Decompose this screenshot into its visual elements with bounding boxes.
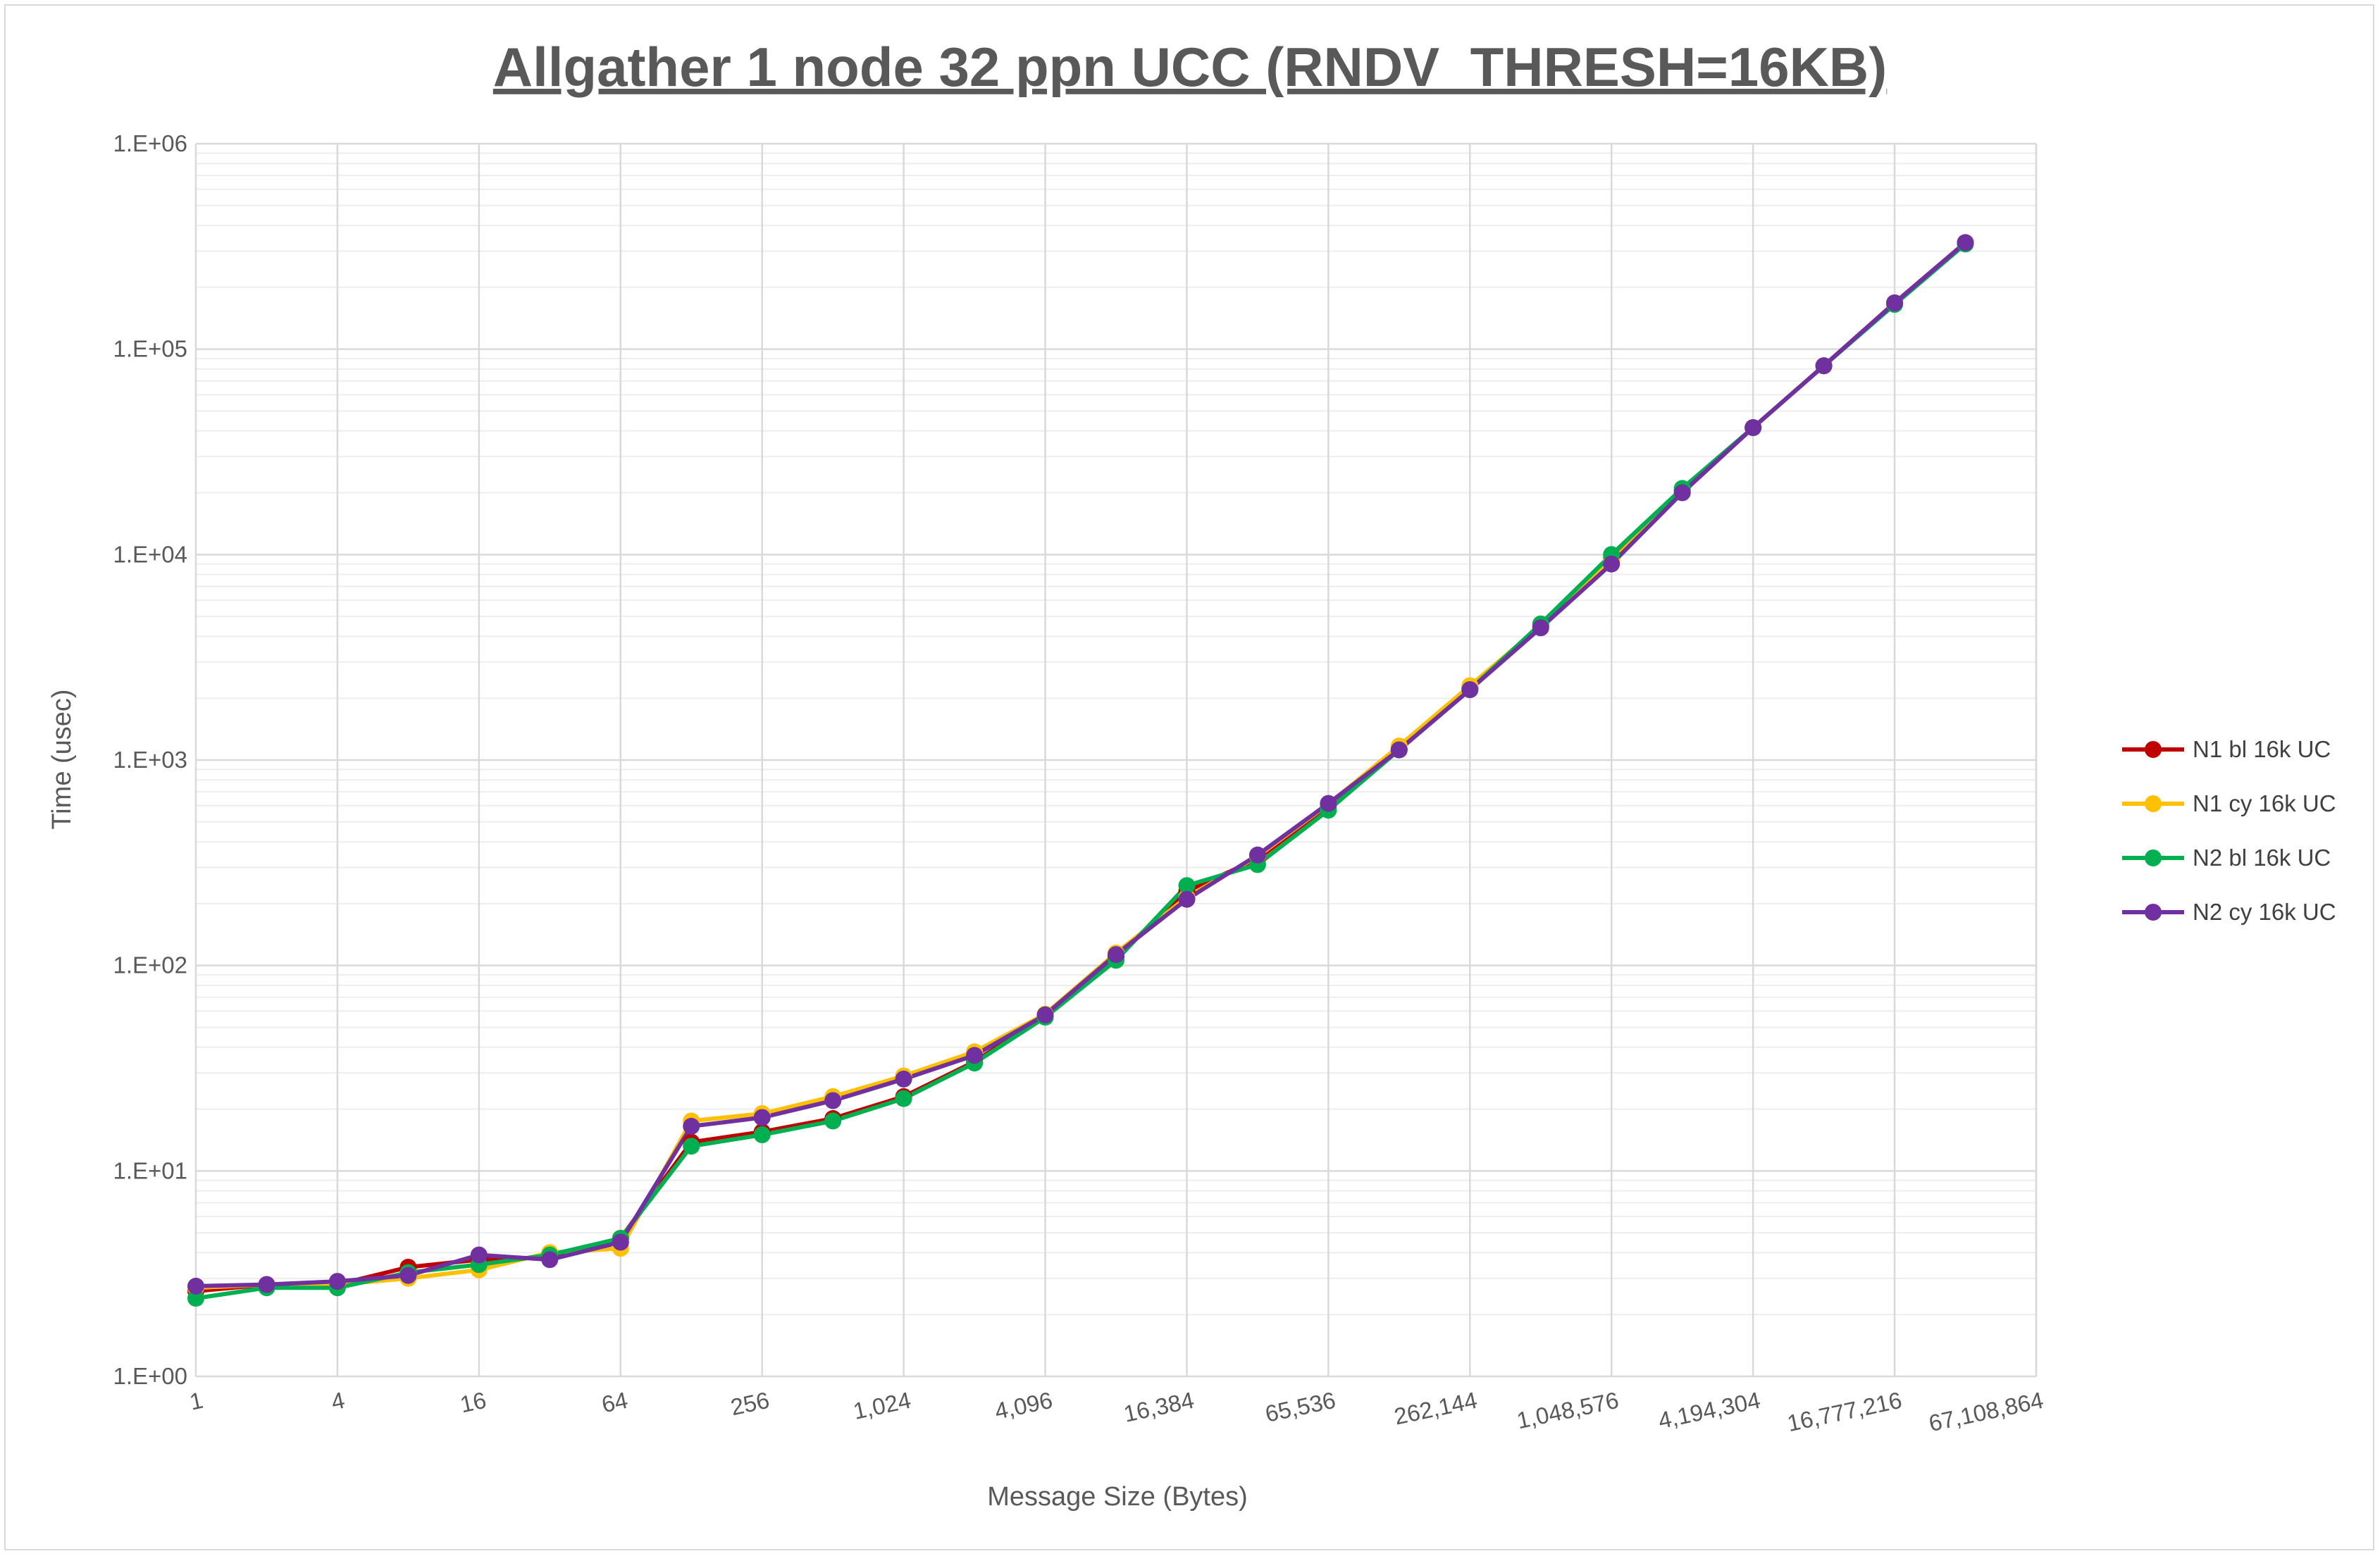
data-point xyxy=(1744,419,1762,437)
x-tick-label: 64 xyxy=(600,1387,631,1418)
data-point xyxy=(1108,946,1124,964)
data-point xyxy=(1178,877,1196,895)
x-tick-label: 67,108,864 xyxy=(1926,1387,2045,1437)
x-axis-tick-labels: 1 4 16 64 256 1,024 4,096 16,384 65,536 262,144 1,… xyxy=(187,1387,2046,1437)
x-tick-label: 16,777,216 xyxy=(1785,1387,1904,1437)
data-point xyxy=(1815,357,1833,375)
legend-label: N1 bl 16k UC xyxy=(2193,736,2331,762)
data-point xyxy=(187,1277,204,1295)
major-gridlines xyxy=(194,142,2038,1378)
legend: N1 bl 16k UC N1 cy 16k UC N2 bl 16k UC N2 c… xyxy=(2122,736,2336,925)
data-point xyxy=(1036,1006,1054,1023)
data-point xyxy=(258,1276,275,1293)
data-point xyxy=(966,1047,984,1064)
series-lines xyxy=(195,241,1967,1301)
y-tick-label: 1.E+03 xyxy=(113,747,187,773)
data-point xyxy=(399,1266,417,1284)
x-tick-label: 1,024 xyxy=(851,1387,913,1424)
legend-swatch-marker xyxy=(2145,849,2162,866)
x-tick-label: 4,194,304 xyxy=(1656,1387,1762,1434)
y-axis-title: Time (usec) xyxy=(47,689,77,829)
legend-label: N2 cy 16k UC xyxy=(2193,899,2336,925)
y-tick-label: 1.E+02 xyxy=(113,952,187,978)
data-point xyxy=(753,1126,771,1143)
x-tick-label: 16,384 xyxy=(1121,1387,1196,1427)
y-tick-label: 1.E+01 xyxy=(113,1157,187,1183)
data-point xyxy=(1461,681,1479,699)
data-point xyxy=(1320,795,1337,812)
data-point xyxy=(328,1273,346,1290)
data-point xyxy=(824,1092,842,1109)
data-point xyxy=(1603,555,1620,573)
x-tick-label: 256 xyxy=(729,1387,772,1421)
series-line xyxy=(195,241,1967,1293)
y-tick-label: 1.E+00 xyxy=(113,1363,187,1389)
y-tick-label: 1.E+06 xyxy=(113,130,187,156)
data-point xyxy=(1390,741,1408,759)
data-point xyxy=(1532,619,1549,637)
legend-swatch-marker xyxy=(2145,795,2162,812)
data-point xyxy=(1673,484,1691,502)
y-tick-label: 1.E+04 xyxy=(113,541,187,567)
data-point xyxy=(895,1090,912,1107)
data-point xyxy=(541,1251,559,1269)
data-point xyxy=(187,1290,204,1307)
legend-swatch-marker xyxy=(2145,904,2162,921)
x-tick-label: 1 xyxy=(187,1387,206,1415)
chart-frame xyxy=(4,4,2374,1550)
x-axis-title: Message Size (Bytes) xyxy=(987,1482,1248,1512)
y-axis-tick-labels: 1.E+00 1.E+01 1.E+02 1.E+03 1.E+04 1.E+05 1.E+… xyxy=(113,130,187,1389)
chart-title: Allgather 1 node 32 ppn UCC (RNDV_THRESH… xyxy=(493,36,1887,98)
x-tick-label: 262,144 xyxy=(1392,1387,1479,1430)
series-markers xyxy=(187,234,1974,1307)
data-point xyxy=(824,1112,842,1130)
legend-label: N2 bl 16k UC xyxy=(2193,845,2331,871)
data-point xyxy=(1957,234,1974,251)
series-line xyxy=(195,241,1967,1288)
x-tick-label: 4 xyxy=(329,1387,347,1415)
data-point xyxy=(683,1138,700,1155)
data-point xyxy=(1886,294,1904,311)
series-line xyxy=(195,241,1967,1290)
series-line xyxy=(195,242,1967,1301)
data-point xyxy=(612,1233,629,1251)
x-tick-label: 4,096 xyxy=(993,1387,1055,1424)
data-point xyxy=(683,1117,700,1135)
minor-gridlines xyxy=(196,152,2036,1316)
data-point xyxy=(753,1109,771,1126)
x-tick-label: 16 xyxy=(458,1387,489,1418)
x-tick-label: 1,048,576 xyxy=(1514,1387,1620,1434)
data-point xyxy=(1248,846,1266,864)
x-tick-label: 65,536 xyxy=(1263,1387,1337,1427)
legend-swatch-marker xyxy=(2145,741,2162,758)
data-point xyxy=(895,1070,912,1088)
legend-label: N1 cy 16k UC xyxy=(2193,790,2336,816)
data-point xyxy=(470,1246,488,1264)
data-point xyxy=(1178,890,1196,908)
y-tick-label: 1.E+05 xyxy=(113,336,187,362)
